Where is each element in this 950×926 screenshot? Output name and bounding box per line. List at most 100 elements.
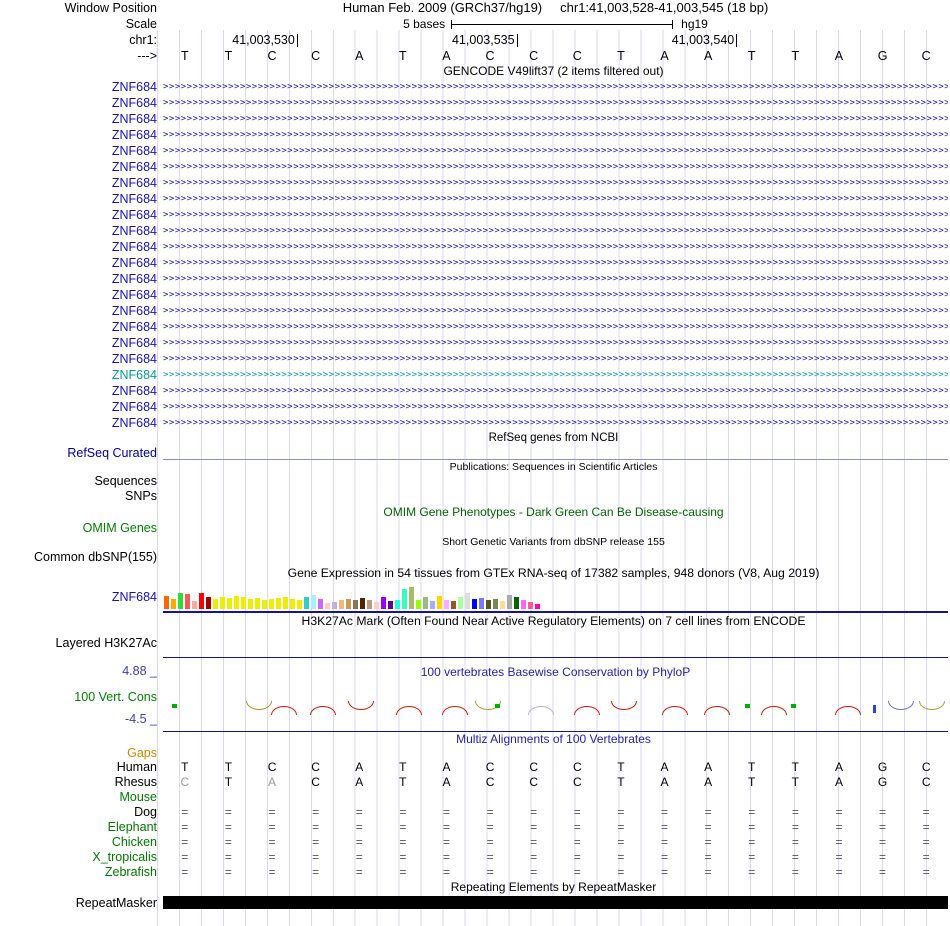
publications-title[interactable]: Publications: Sequences in Scientific Ar… [449, 461, 658, 473]
repeatmasker-bar[interactable] [163, 896, 948, 909]
species-label[interactable]: Mouse [119, 790, 157, 804]
gaps-label[interactable]: Gaps [127, 747, 157, 760]
sequences-row[interactable]: Sequences [0, 474, 950, 489]
h3k27ac-track[interactable] [163, 629, 948, 658]
gene-label[interactable]: ZNF684 [111, 80, 157, 94]
gene-label[interactable]: ZNF684 [111, 320, 157, 334]
dbsnp-title[interactable]: Short Genetic Variants from dbSNP releas… [442, 536, 665, 548]
gencode-gene-row[interactable]: ZNF684 >>>>>>>>>>>>>>>>>>>>>>>>>>>>>>>>>>… [0, 335, 950, 351]
gencode-gene-row[interactable]: ZNF684 >>>>>>>>>>>>>>>>>>>>>>>>>>>>>>>>>>… [0, 287, 950, 303]
gtex-title[interactable]: Gene Expression in 54 tissues from GTEx … [287, 566, 820, 580]
gaps-row[interactable]: Gaps [0, 747, 950, 760]
species-row-elephant[interactable]: Elephant = = = = = = = = = = = = = = = = = = [0, 820, 950, 835]
gtex-bar-chart[interactable] [164, 587, 540, 609]
repeatmasker-label[interactable]: RepeatMasker [75, 896, 157, 910]
sequences-track[interactable] [163, 474, 948, 489]
refseq-curated-track[interactable] [163, 446, 948, 460]
refseq-curated-label[interactable]: RefSeq Curated [67, 446, 157, 460]
repeatmasker-track[interactable] [163, 895, 948, 911]
gencode-gene-row[interactable]: ZNF684 >>>>>>>>>>>>>>>>>>>>>>>>>>>>>>>>>>… [0, 79, 950, 95]
gene-label[interactable]: ZNF684 [111, 160, 157, 174]
species-label[interactable]: Elephant [107, 820, 157, 834]
sequences-label[interactable]: Sequences [94, 474, 157, 488]
species-label[interactable]: Rhesus [114, 775, 157, 789]
gencode-title[interactable]: GENCODE V49lift37 (2 items filtered out) [443, 64, 664, 78]
h3k27ac-title[interactable]: H3K27Ac Mark (Often Found Near Active Re… [301, 614, 806, 628]
phylop-track-label[interactable]: 100 Vert. Cons [74, 690, 157, 704]
gene-label[interactable]: ZNF684 [111, 112, 157, 126]
gene-label[interactable]: ZNF684 [111, 208, 157, 222]
gtex-gene-label[interactable]: ZNF684 [111, 590, 157, 604]
gencode-gene-row[interactable]: ZNF684 >>>>>>>>>>>>>>>>>>>>>>>>>>>>>>>>>>… [0, 191, 950, 207]
gencode-gene-row[interactable]: ZNF684 >>>>>>>>>>>>>>>>>>>>>>>>>>>>>>>>>>… [0, 351, 950, 367]
dbsnp-track[interactable] [163, 550, 948, 565]
omim-genes-row[interactable]: OMIM Genes [0, 521, 950, 535]
species-row-dog[interactable]: Dog = = = = = = = = = = = = = = = = = = [0, 805, 950, 820]
species-row-mouse[interactable]: Mouse [0, 790, 950, 805]
gencode-gene-row[interactable]: ZNF684 >>>>>>>>>>>>>>>>>>>>>>>>>>>>>>>>>>… [0, 255, 950, 271]
gencode-gene-row[interactable]: ZNF684 >>>>>>>>>>>>>>>>>>>>>>>>>>>>>>>>>>… [0, 95, 950, 111]
gencode-gene-row[interactable]: ZNF684 >>>>>>>>>>>>>>>>>>>>>>>>>>>>>>>>>>… [0, 207, 950, 223]
gencode-gene-row[interactable]: ZNF684 >>>>>>>>>>>>>>>>>>>>>>>>>>>>>>>>>>… [0, 271, 950, 287]
gencode-gene-row[interactable]: ZNF684 >>>>>>>>>>>>>>>>>>>>>>>>>>>>>>>>>>… [0, 127, 950, 143]
gene-label[interactable]: ZNF684 [111, 96, 157, 110]
snps-track[interactable] [163, 489, 948, 504]
species-row-human[interactable]: Human T T C C A T A C C C T A A T T A G C [0, 760, 950, 775]
refseq-curated-row[interactable]: RefSeq Curated [0, 446, 950, 460]
gencode-gene-row[interactable]: ZNF684 >>>>>>>>>>>>>>>>>>>>>>>>>>>>>>>>>>… [0, 303, 950, 319]
refseq-title[interactable]: RefSeq genes from NCBI [488, 432, 619, 444]
gene-label[interactable]: ZNF684 [111, 368, 157, 382]
gene-label[interactable]: ZNF684 [111, 192, 157, 206]
omim-genes-label[interactable]: OMIM Genes [82, 521, 157, 535]
gene-label[interactable]: ZNF684 [111, 400, 157, 414]
dbsnp-row[interactable]: Common dbSNP(155) [0, 550, 950, 565]
gtex-row[interactable]: ZNF684 [0, 582, 950, 613]
gene-label[interactable]: ZNF684 [111, 240, 157, 254]
gene-label[interactable]: ZNF684 [111, 416, 157, 430]
gene-label[interactable]: ZNF684 [111, 256, 157, 270]
gencode-gene-row[interactable]: ZNF684 >>>>>>>>>>>>>>>>>>>>>>>>>>>>>>>>>>… [0, 175, 950, 191]
repeatmasker-title[interactable]: Repeating Elements by RepeatMasker [450, 880, 657, 894]
species-row-x_tropicalis[interactable]: X_tropicalis = = = = = = = = = = = = = = = = = = [0, 850, 950, 865]
gencode-gene-row[interactable]: ZNF684 >>>>>>>>>>>>>>>>>>>>>>>>>>>>>>>>>>… [0, 239, 950, 255]
species-row-rhesus[interactable]: Rhesus C T A C A T A C C C T A A T T A G C [0, 775, 950, 790]
omim-genes-track[interactable] [163, 521, 948, 535]
species-label[interactable]: Chicken [111, 835, 157, 849]
species-label[interactable]: X_tropicalis [92, 850, 157, 864]
gene-label[interactable]: ZNF684 [111, 224, 157, 238]
h3k27ac-label[interactable]: Layered H3K27Ac [55, 636, 157, 650]
h3k27ac-row[interactable]: Layered H3K27Ac [0, 629, 950, 658]
dbsnp-label[interactable]: Common dbSNP(155) [34, 550, 157, 564]
gene-label[interactable]: ZNF684 [111, 128, 157, 142]
phylop-title[interactable]: 100 vertebrates Basewise Conservation by… [420, 665, 691, 679]
gencode-gene-row[interactable]: ZNF684 >>>>>>>>>>>>>>>>>>>>>>>>>>>>>>>>>>… [0, 415, 950, 431]
gencode-gene-row[interactable]: ZNF684 >>>>>>>>>>>>>>>>>>>>>>>>>>>>>>>>>>… [0, 223, 950, 239]
gene-label[interactable]: ZNF684 [111, 176, 157, 190]
gencode-gene-row[interactable]: ZNF684 >>>>>>>>>>>>>>>>>>>>>>>>>>>>>>>>>>… [0, 399, 950, 415]
snps-label[interactable]: SNPs [125, 489, 157, 503]
gencode-gene-row[interactable]: ZNF684 >>>>>>>>>>>>>>>>>>>>>>>>>>>>>>>>>>… [0, 367, 950, 383]
gene-label[interactable]: ZNF684 [111, 288, 157, 302]
gene-label[interactable]: ZNF684 [111, 144, 157, 158]
gencode-gene-row[interactable]: ZNF684 >>>>>>>>>>>>>>>>>>>>>>>>>>>>>>>>>>… [0, 383, 950, 399]
snps-row[interactable]: SNPs [0, 489, 950, 504]
gencode-gene-row[interactable]: ZNF684 >>>>>>>>>>>>>>>>>>>>>>>>>>>>>>>>>>… [0, 143, 950, 159]
species-row-chicken[interactable]: Chicken = = = = = = = = = = = = = = = = = = [0, 835, 950, 850]
multiz-title[interactable]: Multiz Alignments of 100 Vertebrates [456, 732, 651, 746]
species-row-zebrafish[interactable]: Zebrafish = = = = = = = = = = = = = = = = = = [0, 865, 950, 880]
gene-label[interactable]: ZNF684 [111, 336, 157, 350]
repeatmasker-row[interactable]: RepeatMasker [0, 895, 950, 911]
gencode-gene-row[interactable]: ZNF684 >>>>>>>>>>>>>>>>>>>>>>>>>>>>>>>>>>… [0, 111, 950, 127]
species-label[interactable]: Human [116, 760, 157, 774]
phylop-track[interactable]: 100 vertebrates Basewise Conservation by… [163, 658, 948, 732]
gene-label[interactable]: ZNF684 [111, 304, 157, 318]
gene-label[interactable]: ZNF684 [111, 352, 157, 366]
gencode-gene-row[interactable]: ZNF684 >>>>>>>>>>>>>>>>>>>>>>>>>>>>>>>>>>… [0, 319, 950, 335]
species-label[interactable]: Dog [134, 805, 157, 819]
species-label[interactable]: Zebrafish [104, 865, 157, 879]
omim-title[interactable]: OMIM Gene Phenotypes - Dark Green Can Be… [383, 505, 724, 519]
gene-label[interactable]: ZNF684 [111, 384, 157, 398]
ruler[interactable]: 41,003,530 41,003,535 41,003,540 [163, 32, 948, 48]
gaps-track[interactable] [163, 747, 948, 760]
